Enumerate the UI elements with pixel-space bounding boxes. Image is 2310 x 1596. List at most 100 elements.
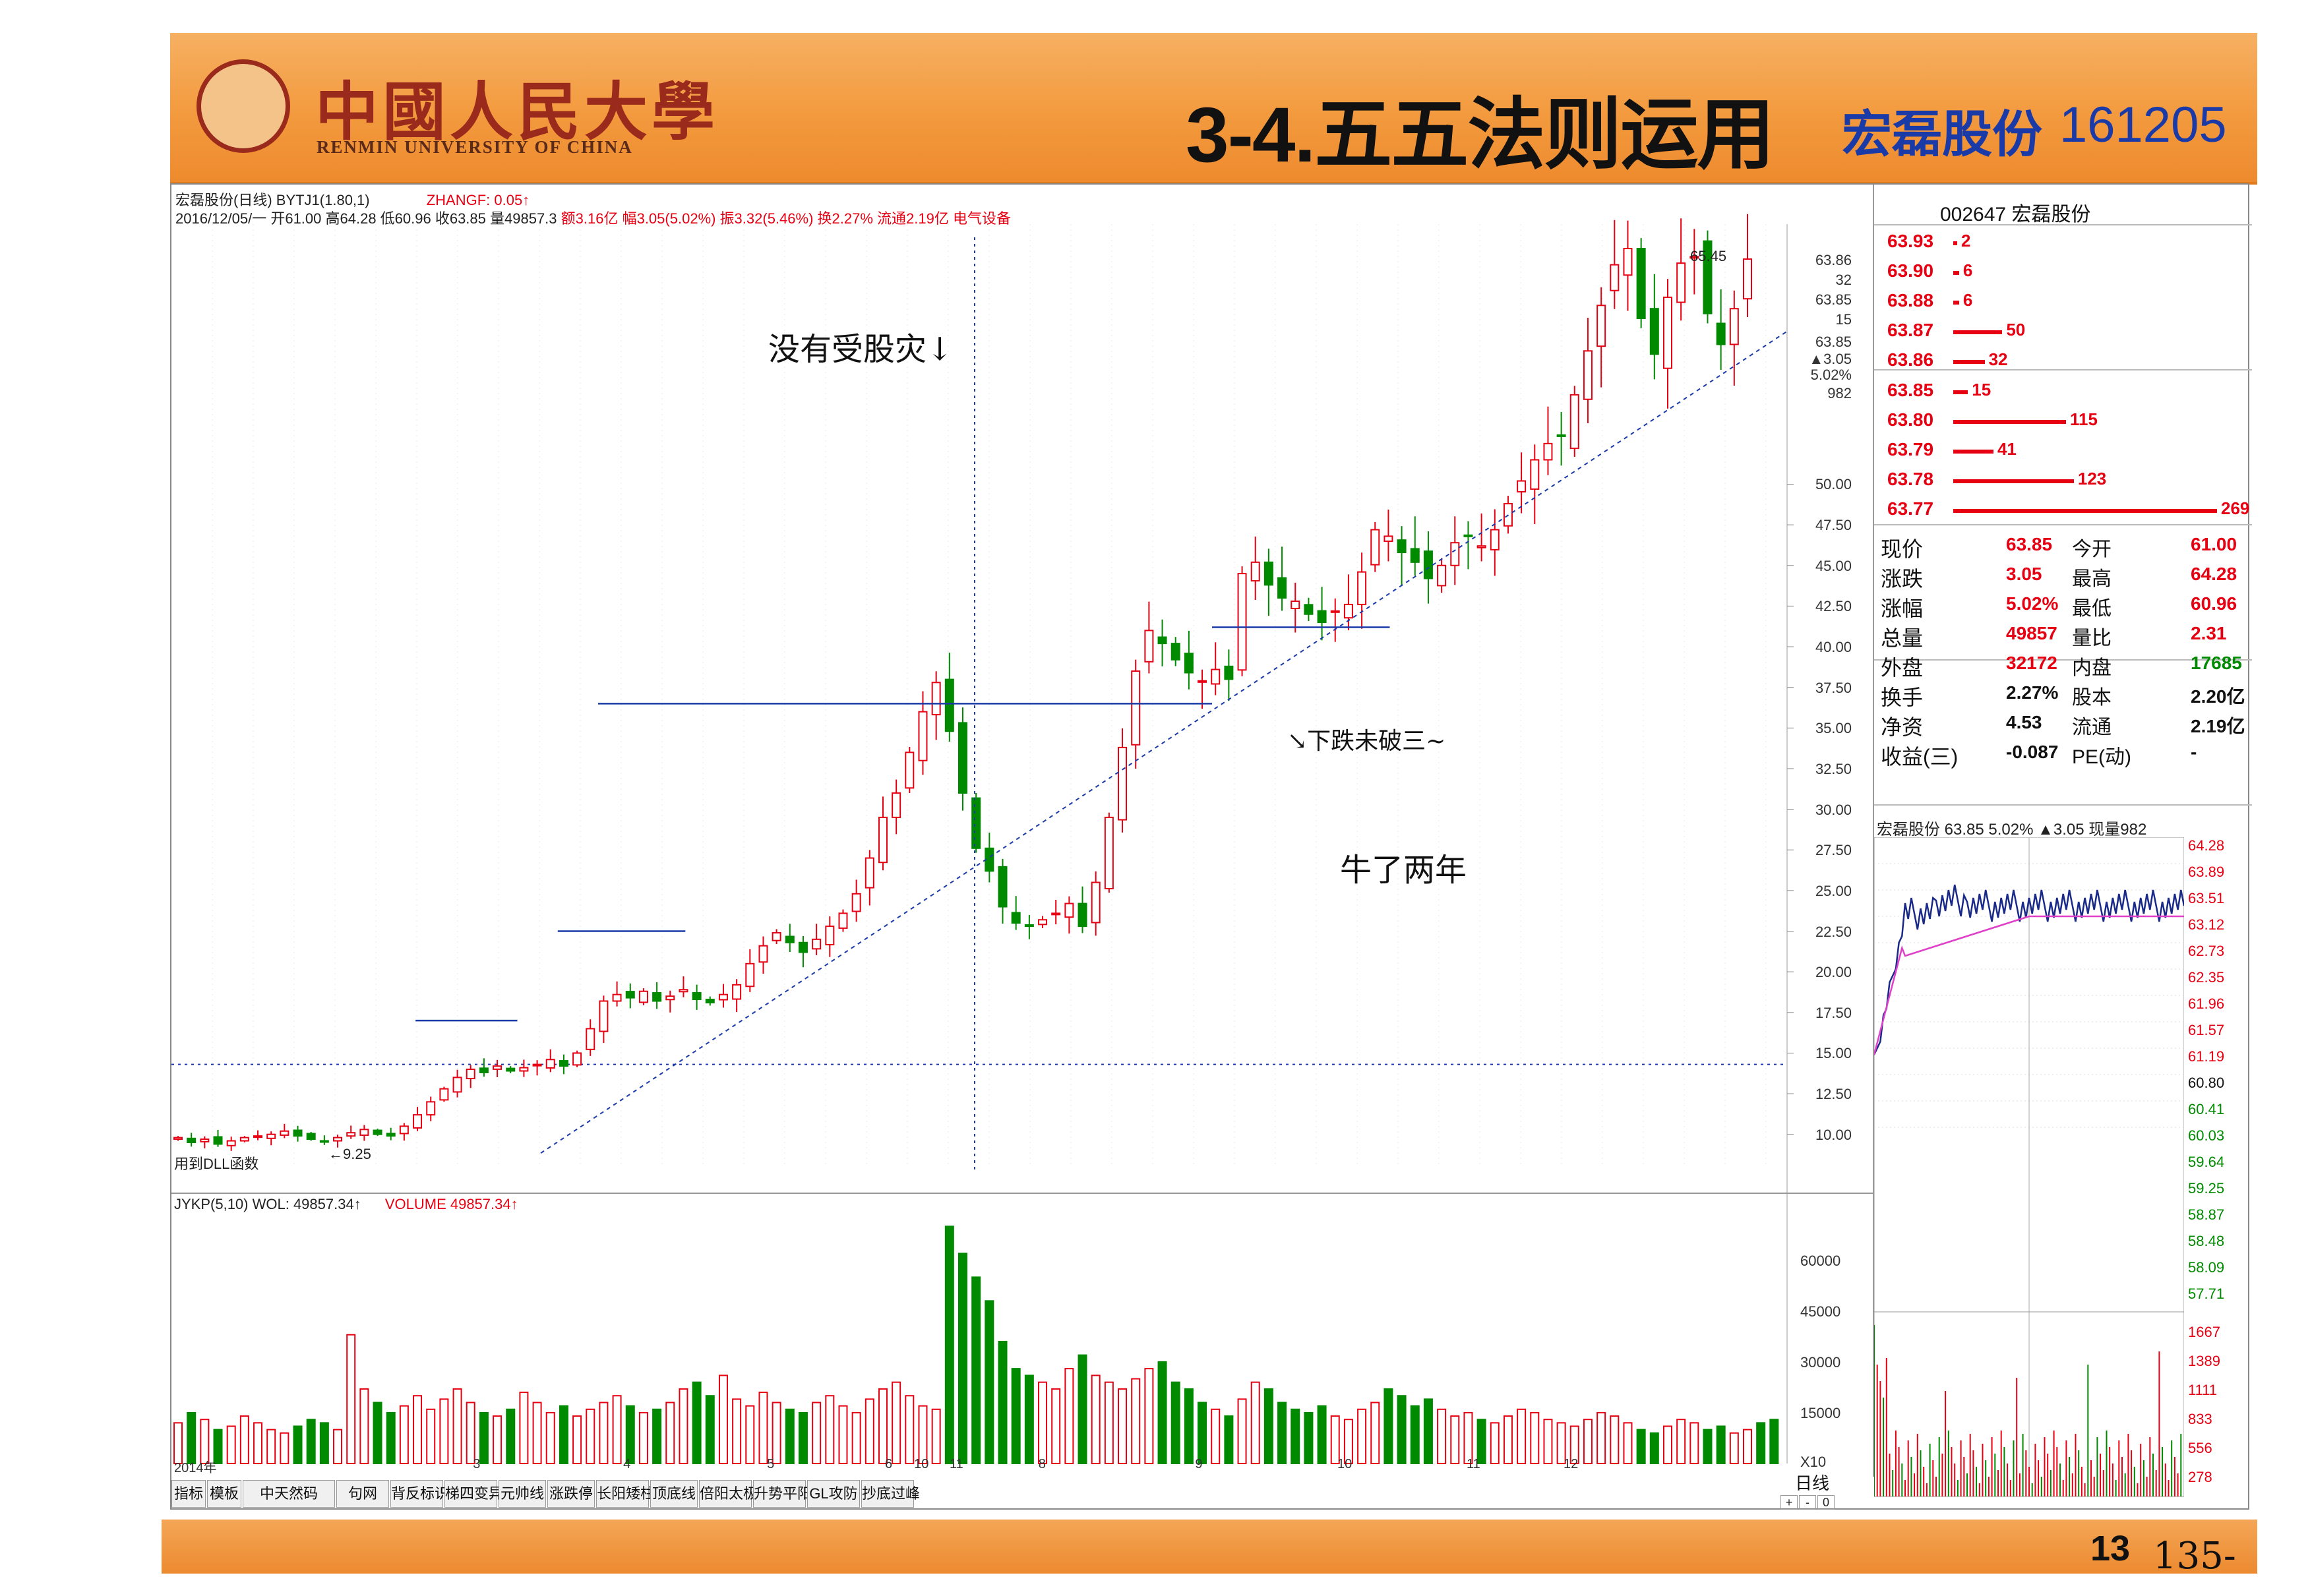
candle — [226, 1140, 236, 1146]
ask-price: 63.90 — [1887, 260, 1934, 281]
zoom-control-button[interactable]: - — [1799, 1495, 1816, 1510]
candle — [705, 999, 715, 1003]
candle — [931, 682, 941, 716]
ask-price: 63.88 — [1887, 290, 1934, 310]
volume-bar — [1170, 1381, 1180, 1464]
intraday-chart[interactable] — [1874, 837, 2184, 1500]
stat-label: 收益(三) — [1881, 745, 1959, 769]
volume-bar — [1343, 1419, 1353, 1465]
indicator-tab[interactable]: 句网 — [336, 1480, 389, 1508]
candle — [1237, 573, 1247, 671]
volume-bar — [1756, 1422, 1766, 1465]
price-axis-label: 30.00 — [1815, 801, 1852, 818]
volume-bar — [1304, 1411, 1314, 1464]
zoom-control-button[interactable]: + — [1780, 1495, 1798, 1510]
stat-value: 63.85 — [2006, 534, 2053, 554]
candle — [493, 1065, 502, 1070]
volume-bar — [612, 1395, 622, 1464]
indicator-tab[interactable]: 模板 — [207, 1480, 241, 1508]
university-name-cn: 中國人民大學 — [315, 74, 719, 149]
stat-value: 61.00 — [2191, 534, 2237, 554]
chart-canvas[interactable] — [171, 185, 1873, 1510]
indicator-tab[interactable]: 背反标识 — [390, 1480, 449, 1508]
volume-value-label: VOLUME 49857.34↑ — [384, 1196, 518, 1212]
price-axis-label: 63.85 — [1815, 334, 1852, 350]
candle — [1543, 442, 1553, 461]
intraday-price-line — [1874, 884, 2184, 1055]
slide-stock-code: 161205 — [2059, 97, 2227, 153]
volume-bar — [971, 1276, 981, 1464]
candle — [665, 995, 675, 1001]
candle — [532, 1063, 542, 1067]
volume-bar — [705, 1395, 715, 1464]
price-axis-label: 15 — [1835, 311, 1852, 328]
stat-value: 2.20亿 — [2191, 686, 2245, 707]
ask-volume-bar — [1953, 360, 1985, 364]
candle — [1569, 394, 1579, 450]
candle — [1064, 902, 1074, 918]
candle — [1583, 350, 1593, 400]
volume-bar — [1370, 1402, 1380, 1464]
candle — [1556, 434, 1566, 437]
intraday-axis-label: 60.03 — [2188, 1127, 2225, 1144]
month-label: 6 — [885, 1457, 893, 1471]
candle — [652, 992, 662, 1002]
indicator-tab[interactable]: 抄底过峰 — [861, 1480, 920, 1508]
candle — [1038, 919, 1048, 926]
volume-bar — [918, 1405, 928, 1465]
indicator-tab[interactable]: 元帅线 — [499, 1480, 546, 1508]
candle — [1397, 539, 1407, 554]
candle — [333, 1137, 343, 1142]
indicator-tab[interactable]: 涨跌停 — [547, 1480, 595, 1508]
volume-bar — [1237, 1398, 1247, 1464]
volume-bar — [1317, 1405, 1327, 1465]
stat-label: 净资 — [1881, 715, 1924, 739]
indicator-tab[interactable]: 倍阳太极 — [699, 1480, 758, 1508]
volume-bar — [1104, 1381, 1114, 1464]
volume-bar — [1051, 1388, 1061, 1465]
university-logo-icon — [197, 59, 290, 153]
volume-bar — [413, 1395, 423, 1464]
volume-bar — [399, 1405, 409, 1465]
candle — [1649, 308, 1659, 355]
indicator-tab[interactable]: 升势平阳 — [753, 1480, 812, 1508]
candle — [679, 989, 688, 993]
indicator-tab[interactable]: 顶底线 — [650, 1480, 698, 1508]
candle — [1011, 912, 1021, 924]
ask-volume: 6 — [1962, 260, 1973, 280]
ask-volume: 2 — [1961, 231, 1971, 251]
indicator-tab[interactable]: 中天然码 — [243, 1480, 335, 1508]
volume-bar — [944, 1226, 954, 1465]
candle — [599, 1000, 609, 1032]
volume-bar — [506, 1408, 516, 1465]
volume-bar — [1091, 1374, 1101, 1465]
candle — [758, 945, 768, 963]
price-axis-label: 15.00 — [1815, 1045, 1852, 1062]
volume-bar — [346, 1334, 356, 1464]
candle — [1184, 653, 1194, 674]
volume-bar — [772, 1402, 781, 1464]
indicator-tab[interactable]: GL攻防 — [807, 1480, 860, 1508]
candle — [905, 752, 915, 789]
candle — [1091, 881, 1101, 924]
volume-bar — [1689, 1422, 1699, 1465]
volume-bar — [359, 1388, 369, 1465]
volume-bar — [758, 1392, 768, 1465]
indicator-tab[interactable]: 梯四变异 — [444, 1480, 503, 1508]
volume-bar — [732, 1398, 742, 1464]
volume-bar — [1383, 1388, 1393, 1465]
price-axis-label: 5.02% — [1810, 367, 1852, 383]
timeframe-label[interactable]: 日线 — [1795, 1473, 1830, 1493]
indicator-tab[interactable]: 长阳矮柱 — [596, 1480, 655, 1508]
zoom-control-button[interactable]: 0 — [1817, 1495, 1835, 1510]
volume-bar — [1556, 1422, 1566, 1465]
slide-stock-name: 宏磊股份 — [1842, 107, 2042, 163]
volume-bar — [1596, 1411, 1606, 1464]
volume-bar — [452, 1388, 462, 1465]
volume-bar — [745, 1405, 755, 1465]
annotation-no-break: ↘下跌未破三~ — [1287, 728, 1446, 755]
candle — [1743, 258, 1752, 300]
indicator-tab[interactable]: 指标 — [171, 1480, 206, 1508]
volume-bar — [1649, 1432, 1659, 1464]
quote-divider — [1874, 659, 2252, 661]
